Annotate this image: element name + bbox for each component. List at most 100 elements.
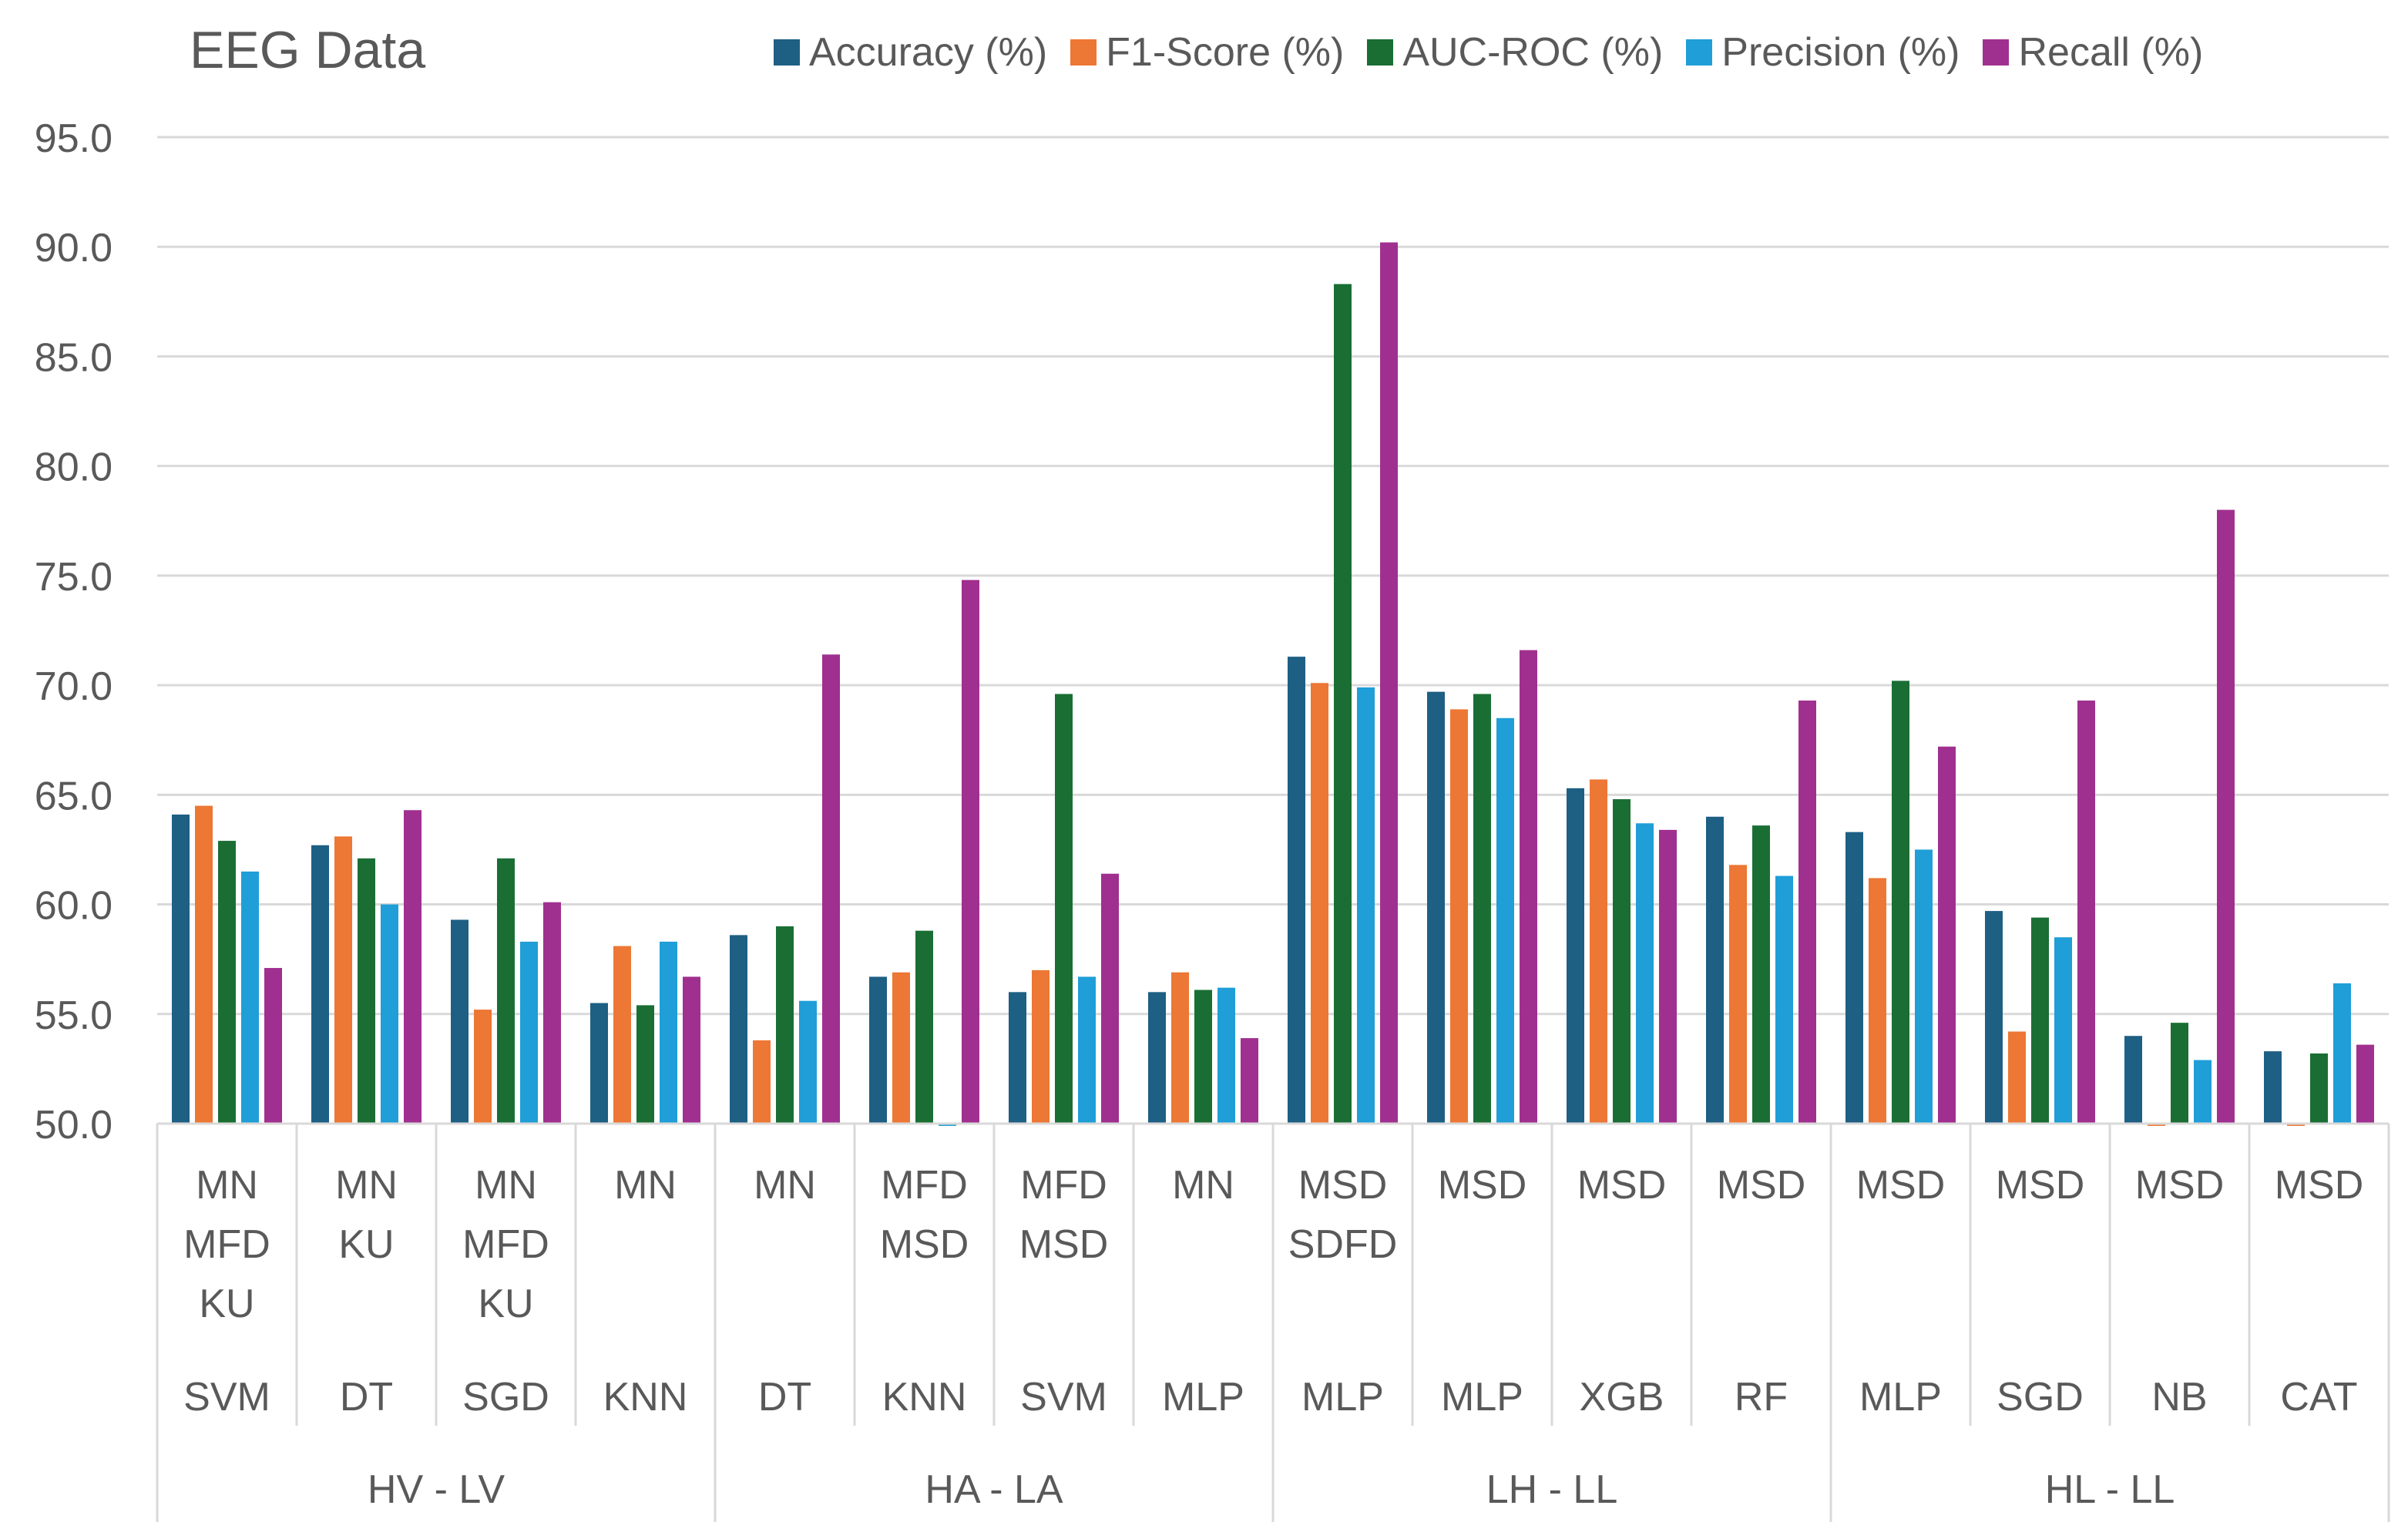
legend-item-f1-score: F1-Score (%) — [1070, 29, 1344, 76]
legend-item-recall: Recall (%) — [1983, 29, 2203, 76]
bar — [1288, 657, 1305, 1124]
legend-label-precision: Precision (%) — [1721, 30, 1960, 75]
y-tick-label: 75.0 — [35, 555, 113, 600]
bar — [520, 941, 538, 1124]
legend-swatch-precision — [1686, 39, 1713, 66]
y-tick-label: 85.0 — [35, 335, 113, 380]
bar — [2124, 1036, 2142, 1124]
bar — [311, 845, 329, 1124]
bar — [2264, 1051, 2282, 1124]
bar — [2031, 917, 2049, 1124]
feature-label: SDFD — [1288, 1222, 1398, 1267]
feature-label: MSD — [2275, 1163, 2364, 1208]
feature-label: MFD — [462, 1222, 549, 1267]
feature-label: MSD — [1577, 1163, 1667, 1208]
feature-label: MN — [754, 1163, 816, 1208]
bar — [1217, 987, 1235, 1124]
model-label: SVM — [183, 1375, 270, 1420]
feature-label: MN — [196, 1163, 258, 1208]
bar — [1752, 825, 1770, 1124]
bar — [1032, 969, 1050, 1124]
legend-swatch-auc-roc — [1367, 39, 1394, 66]
feature-label: MN — [614, 1163, 677, 1208]
bar — [1473, 694, 1491, 1124]
bar — [2171, 1023, 2188, 1124]
bar — [683, 976, 700, 1124]
feature-label: KU — [199, 1282, 254, 1326]
bar — [381, 904, 398, 1124]
model-label: DT — [340, 1375, 393, 1420]
bar — [474, 1010, 492, 1124]
bar — [753, 1040, 771, 1124]
feature-label: MSD — [1996, 1163, 2085, 1208]
legend-label-accuracy: Accuracy (%) — [809, 30, 1048, 75]
legend-label-auc-roc: AUC-ROC (%) — [1402, 30, 1664, 75]
bar — [2008, 1031, 2026, 1124]
bar — [1938, 746, 1956, 1124]
y-tick-label: 50.0 — [35, 1103, 113, 1148]
bar — [1496, 717, 1514, 1124]
bar — [1869, 878, 1886, 1124]
bar — [730, 935, 747, 1124]
bar — [776, 926, 794, 1124]
bar — [2356, 1044, 2374, 1124]
bar — [1380, 242, 1398, 1124]
bar — [1241, 1038, 1258, 1124]
feature-label: MN — [335, 1163, 398, 1208]
bar — [334, 836, 352, 1124]
feature-label: KU — [338, 1222, 394, 1267]
legend-item-accuracy: Accuracy (%) — [774, 29, 1047, 76]
bar — [660, 941, 677, 1124]
bar — [264, 968, 282, 1124]
bar — [636, 1005, 654, 1124]
bar — [915, 930, 933, 1124]
feature-label: MSD — [1298, 1163, 1388, 1208]
bar — [1009, 992, 1026, 1124]
bar — [1171, 972, 1189, 1124]
legend-swatch-recall — [1983, 39, 2010, 66]
group-label: LH - LL — [1486, 1467, 1618, 1512]
bar — [1892, 680, 1909, 1124]
group-label: HA - LA — [925, 1467, 1063, 1512]
bar — [1613, 799, 1631, 1124]
bar — [1915, 849, 1933, 1124]
bar — [2333, 983, 2351, 1124]
bar — [218, 841, 236, 1124]
y-tick-label: 65.0 — [35, 774, 113, 818]
bar — [1078, 976, 1096, 1124]
feature-label: MN — [1172, 1163, 1234, 1208]
bar — [590, 1003, 608, 1124]
bar — [613, 946, 631, 1124]
bar — [1985, 911, 2003, 1124]
y-tick-label: 70.0 — [35, 664, 113, 709]
bar — [1798, 701, 1816, 1124]
group-label: HL - LL — [2045, 1467, 2175, 1512]
bar — [358, 858, 375, 1124]
bar — [2217, 509, 2235, 1124]
bar — [1055, 694, 1073, 1124]
feature-label: MFD — [183, 1222, 270, 1267]
model-label: MLP — [1162, 1375, 1244, 1420]
bar — [195, 805, 213, 1124]
model-label: SGD — [1997, 1375, 2084, 1420]
bar — [2194, 1060, 2212, 1124]
bar — [2054, 937, 2072, 1124]
model-label: KNN — [603, 1375, 688, 1420]
y-tick-label: 90.0 — [35, 226, 113, 271]
bar — [1775, 875, 1793, 1124]
bar — [1450, 709, 1468, 1124]
bar — [1636, 823, 1654, 1124]
bar — [1148, 992, 1166, 1124]
y-tick-label: 55.0 — [35, 993, 113, 1038]
bar — [1357, 687, 1375, 1124]
bar — [1194, 990, 1212, 1124]
model-label: MLP — [1441, 1375, 1523, 1420]
model-label: SVM — [1020, 1375, 1107, 1420]
legend-label-f1-score: F1-Score (%) — [1106, 30, 1345, 75]
bar — [1520, 650, 1537, 1124]
y-tick-label: 80.0 — [35, 445, 113, 490]
bar — [451, 919, 469, 1124]
feature-label: KU — [478, 1282, 533, 1326]
bar — [1567, 788, 1584, 1124]
